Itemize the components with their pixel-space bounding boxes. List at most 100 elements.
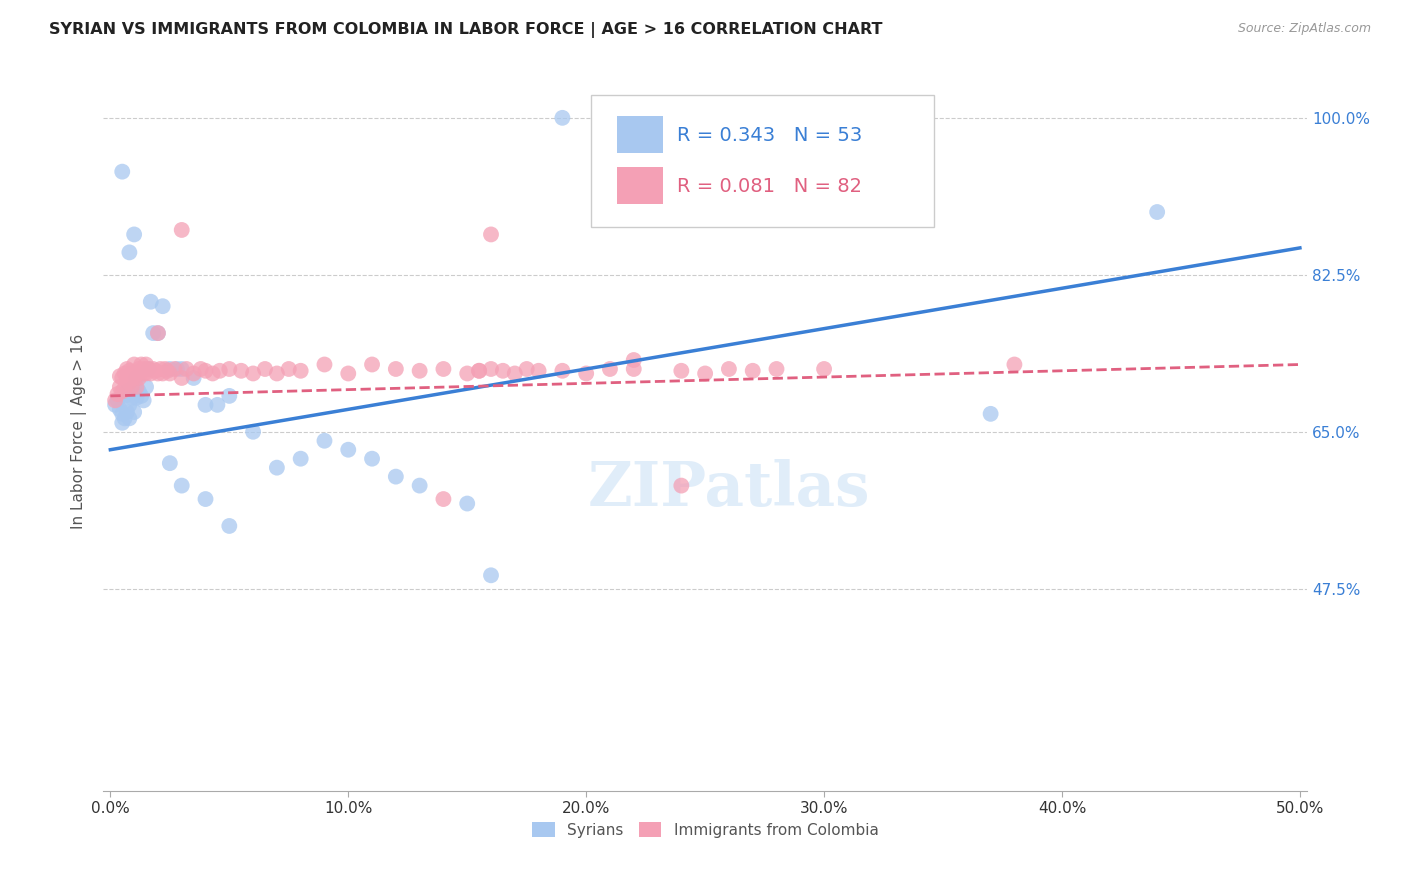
Point	[146, 367, 169, 381]
Point	[159, 456, 181, 470]
Point	[125, 380, 148, 394]
Point	[479, 227, 502, 242]
Point	[194, 491, 217, 506]
Point	[980, 407, 1002, 421]
Point	[741, 364, 763, 378]
Point	[138, 362, 160, 376]
Point	[118, 364, 141, 378]
Point	[111, 407, 134, 421]
Point	[153, 362, 176, 376]
Point	[115, 362, 138, 376]
Point	[159, 362, 181, 376]
Y-axis label: In Labor Force | Age > 16: In Labor Force | Age > 16	[72, 334, 87, 530]
Point	[142, 326, 165, 340]
Point	[575, 367, 598, 381]
Point	[107, 387, 129, 401]
Point	[277, 362, 299, 376]
Point	[139, 367, 162, 381]
Point	[385, 469, 408, 483]
Point	[156, 364, 179, 378]
Point	[1002, 358, 1025, 372]
Point	[142, 362, 165, 376]
Point	[527, 364, 550, 378]
Point	[114, 411, 136, 425]
Point	[253, 362, 276, 376]
Point	[290, 451, 312, 466]
Point	[218, 389, 240, 403]
Point	[114, 367, 136, 381]
Point	[114, 389, 136, 403]
Point	[108, 402, 131, 417]
Point	[146, 326, 169, 340]
Text: Source: ZipAtlas.com: Source: ZipAtlas.com	[1237, 22, 1371, 36]
Point	[266, 460, 288, 475]
Point	[385, 362, 408, 376]
Point	[121, 367, 143, 381]
Point	[183, 367, 205, 381]
Point	[115, 405, 138, 419]
Point	[138, 362, 160, 376]
Point	[516, 362, 538, 376]
Point	[128, 384, 150, 399]
Point	[190, 362, 212, 376]
Point	[163, 362, 186, 376]
Point	[128, 371, 150, 385]
Point	[208, 364, 231, 378]
Point	[111, 384, 134, 399]
Point	[152, 299, 174, 313]
Point	[176, 362, 198, 376]
Bar	[617, 116, 664, 153]
Point	[290, 364, 312, 378]
Point	[128, 362, 150, 376]
Legend: Syrians, Immigrants from Colombia: Syrians, Immigrants from Colombia	[526, 815, 884, 844]
Point	[129, 389, 152, 403]
Point	[139, 294, 162, 309]
Point	[170, 478, 193, 492]
Point	[468, 364, 491, 378]
Point	[207, 398, 229, 412]
Point	[183, 371, 205, 385]
Point	[111, 371, 134, 385]
Text: R = 0.081   N = 82: R = 0.081 N = 82	[678, 177, 862, 196]
Point	[623, 353, 645, 368]
Point	[107, 393, 129, 408]
Point	[145, 364, 167, 378]
Point	[132, 393, 155, 408]
Bar	[617, 167, 664, 204]
Point	[266, 367, 288, 381]
Point	[194, 364, 217, 378]
Point	[115, 384, 138, 399]
Point	[121, 391, 143, 405]
Point	[121, 384, 143, 399]
Text: ZIPatlas: ZIPatlas	[588, 459, 870, 519]
FancyBboxPatch shape	[591, 95, 934, 227]
Point	[623, 362, 645, 376]
Point	[115, 373, 138, 387]
Point	[201, 367, 224, 381]
Point	[194, 398, 217, 412]
Point	[503, 367, 526, 381]
Point	[152, 367, 174, 381]
Point	[122, 358, 145, 372]
Point	[170, 371, 193, 385]
Point	[111, 416, 134, 430]
Text: R = 0.343   N = 53: R = 0.343 N = 53	[678, 126, 863, 145]
Point	[314, 434, 336, 448]
Point	[118, 376, 141, 390]
Point	[479, 568, 502, 582]
Point	[104, 398, 127, 412]
Point	[479, 362, 502, 376]
Point	[717, 362, 740, 376]
Point	[361, 451, 384, 466]
Point	[104, 393, 127, 408]
Point	[166, 362, 188, 376]
Point	[456, 497, 478, 511]
Point	[159, 367, 181, 381]
Point	[125, 371, 148, 385]
Point	[125, 367, 148, 381]
Point	[361, 358, 384, 372]
Point	[122, 380, 145, 394]
Point	[135, 367, 157, 381]
Text: SYRIAN VS IMMIGRANTS FROM COLOMBIA IN LABOR FORCE | AGE > 16 CORRELATION CHART: SYRIAN VS IMMIGRANTS FROM COLOMBIA IN LA…	[49, 22, 883, 38]
Point	[765, 362, 787, 376]
